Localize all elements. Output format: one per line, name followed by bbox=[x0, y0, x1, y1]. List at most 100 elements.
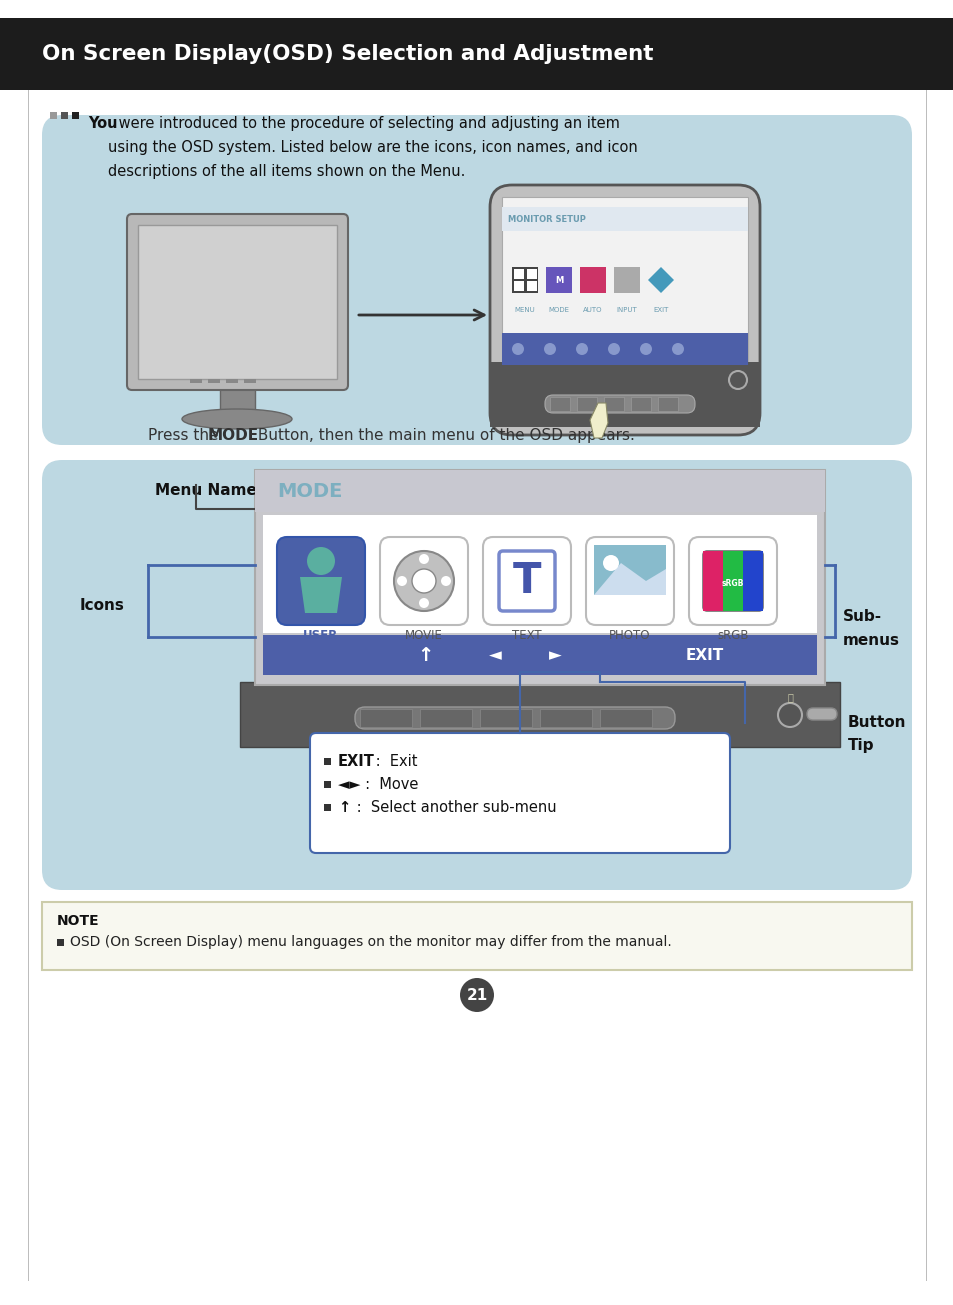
Bar bbox=[545, 268, 572, 294]
Text: On Screen Display(OSD) Selection and Adjustment: On Screen Display(OSD) Selection and Adj… bbox=[42, 44, 653, 64]
Text: Press the: Press the bbox=[148, 428, 223, 442]
Text: EXIT: EXIT bbox=[337, 753, 375, 769]
Bar bbox=[630, 397, 650, 411]
Bar bbox=[550, 397, 569, 411]
Circle shape bbox=[728, 371, 746, 389]
Bar bbox=[419, 709, 472, 727]
Bar bbox=[50, 112, 57, 119]
Bar bbox=[479, 709, 532, 727]
Bar bbox=[594, 545, 665, 595]
FancyBboxPatch shape bbox=[42, 459, 911, 890]
Bar bbox=[501, 333, 747, 365]
Bar bbox=[138, 224, 336, 378]
Bar bbox=[577, 397, 597, 411]
Text: were introduced to the procedure of selecting and adjusting an item: were introduced to the procedure of sele… bbox=[113, 116, 619, 130]
Text: PHOTO: PHOTO bbox=[609, 629, 650, 642]
FancyBboxPatch shape bbox=[379, 536, 468, 625]
Circle shape bbox=[512, 343, 523, 355]
Bar bbox=[722, 551, 742, 611]
FancyBboxPatch shape bbox=[482, 536, 571, 625]
Bar bbox=[514, 269, 523, 279]
Bar bbox=[57, 940, 64, 946]
FancyBboxPatch shape bbox=[498, 551, 555, 611]
Text: INPUT: INPUT bbox=[616, 307, 637, 313]
Bar bbox=[324, 804, 331, 810]
Text: EXIT: EXIT bbox=[685, 647, 723, 663]
Text: menus: menus bbox=[842, 633, 899, 649]
Text: MODE: MODE bbox=[548, 307, 569, 313]
Text: using the OSD system. Listed below are the icons, icon names, and icon: using the OSD system. Listed below are t… bbox=[108, 140, 638, 155]
Text: You: You bbox=[88, 116, 117, 130]
FancyBboxPatch shape bbox=[355, 707, 675, 729]
Polygon shape bbox=[299, 577, 341, 613]
Bar bbox=[190, 378, 202, 382]
Bar bbox=[208, 378, 220, 382]
FancyBboxPatch shape bbox=[490, 185, 760, 435]
Text: MENU: MENU bbox=[514, 307, 535, 313]
Bar bbox=[539, 709, 592, 727]
Polygon shape bbox=[594, 562, 665, 595]
Bar bbox=[614, 268, 639, 294]
Circle shape bbox=[418, 555, 429, 564]
Bar bbox=[0, 18, 953, 90]
Bar bbox=[263, 636, 816, 675]
Bar bbox=[226, 378, 237, 382]
Ellipse shape bbox=[182, 408, 292, 429]
FancyBboxPatch shape bbox=[42, 115, 911, 445]
Circle shape bbox=[671, 343, 683, 355]
Text: :  Exit: : Exit bbox=[371, 753, 417, 769]
Text: :  Select another sub-menu: : Select another sub-menu bbox=[352, 800, 556, 814]
Text: MOVIE: MOVIE bbox=[405, 629, 442, 642]
Bar bbox=[359, 709, 412, 727]
Circle shape bbox=[394, 551, 454, 611]
Circle shape bbox=[639, 343, 651, 355]
Bar bbox=[603, 397, 623, 411]
Polygon shape bbox=[647, 268, 673, 294]
Bar bbox=[742, 551, 762, 611]
Text: TEXT: TEXT bbox=[512, 629, 541, 642]
Circle shape bbox=[459, 977, 494, 1011]
Text: descriptions of the all items shown on the Menu.: descriptions of the all items shown on t… bbox=[108, 164, 465, 179]
Text: ↑: ↑ bbox=[337, 800, 350, 814]
Circle shape bbox=[778, 703, 801, 727]
Text: ◄: ◄ bbox=[488, 646, 501, 664]
Text: OSD (On Screen Display) menu languages on the monitor may differ from the manual: OSD (On Screen Display) menu languages o… bbox=[70, 934, 671, 949]
Circle shape bbox=[607, 343, 619, 355]
Text: ►: ► bbox=[548, 646, 560, 664]
FancyBboxPatch shape bbox=[806, 709, 836, 720]
Bar bbox=[490, 361, 760, 427]
Circle shape bbox=[418, 598, 429, 608]
Text: Button, then the main menu of the OSD appears.: Button, then the main menu of the OSD ap… bbox=[253, 428, 634, 442]
Circle shape bbox=[576, 343, 587, 355]
Bar bbox=[71, 112, 79, 119]
Text: Tip: Tip bbox=[847, 739, 874, 753]
Text: Button: Button bbox=[847, 715, 905, 729]
Polygon shape bbox=[589, 403, 607, 438]
FancyBboxPatch shape bbox=[276, 536, 365, 625]
FancyBboxPatch shape bbox=[585, 536, 673, 625]
FancyBboxPatch shape bbox=[544, 395, 695, 412]
FancyBboxPatch shape bbox=[688, 536, 776, 625]
FancyBboxPatch shape bbox=[310, 733, 729, 853]
Circle shape bbox=[440, 576, 451, 586]
Text: MODE: MODE bbox=[276, 482, 342, 501]
Bar bbox=[501, 207, 747, 231]
Text: M: M bbox=[555, 275, 562, 284]
Text: EXIT: EXIT bbox=[653, 307, 668, 313]
Bar bbox=[254, 470, 824, 685]
Bar bbox=[702, 551, 722, 611]
Bar bbox=[254, 470, 824, 512]
Text: sRGB: sRGB bbox=[717, 629, 748, 642]
Circle shape bbox=[543, 343, 556, 355]
Text: ◄► :  Move: ◄► : Move bbox=[337, 776, 418, 792]
Bar bbox=[42, 902, 911, 970]
Bar bbox=[263, 515, 816, 633]
Bar bbox=[658, 397, 678, 411]
FancyBboxPatch shape bbox=[702, 551, 762, 611]
Bar bbox=[61, 112, 68, 119]
Bar bbox=[512, 268, 537, 294]
Bar bbox=[579, 268, 605, 294]
Text: sRGB: sRGB bbox=[721, 578, 743, 587]
Bar bbox=[599, 709, 651, 727]
Text: 21: 21 bbox=[466, 988, 487, 1002]
